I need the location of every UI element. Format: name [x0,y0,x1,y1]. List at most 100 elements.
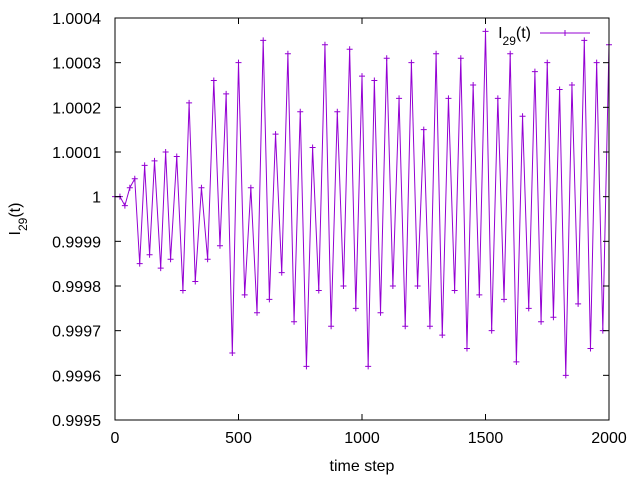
series-point [340,283,347,289]
series-point [525,305,532,312]
x-axis-label: time step [330,458,395,475]
series-point [470,82,477,88]
series-point [157,265,164,272]
series-point [291,318,298,325]
series-point [131,175,138,182]
series-point [278,269,285,276]
y-axis-label: I29(t) [7,203,30,236]
y-tick-label: 1.0002 [52,100,101,117]
series-point [568,82,575,88]
series-point [426,323,433,330]
series-point [383,55,390,62]
series-point [309,144,316,151]
series-point [507,50,514,57]
series-point [328,323,335,330]
y-tick-label: 1 [92,190,101,207]
y-tick-label: 0.9996 [52,368,101,385]
series-point [334,108,341,115]
series-point [476,291,483,298]
series-point [562,372,569,379]
series-point [556,86,563,93]
y-axis-label-base: I [7,231,24,235]
series-point [247,184,254,191]
series-point [513,358,520,365]
y-axis-ticks: 0.9995 0.9996 0.9997 0.9998 0.9999 1 1.0001 1.0… [52,11,609,430]
x-tick-label: 0 [111,430,120,447]
series-point [198,184,205,191]
x-axis-ticks: 0 500 1000 1500 2000 [111,18,627,447]
series-layer [112,28,612,379]
y-axis-label-sub: 29 [16,217,30,231]
series-point [538,318,545,325]
series-point [284,50,291,57]
series-point [126,184,133,191]
series-point [402,323,409,330]
series-point [519,113,526,120]
series-point [241,291,248,298]
series-point [223,90,230,97]
x-tick-label: 500 [225,430,252,447]
series-point [463,345,470,352]
series-point [151,157,158,164]
series-point [414,283,421,289]
series-point [389,283,396,289]
series-point [266,296,273,303]
series-point [593,59,600,66]
series-point [587,345,594,352]
x-tick-label: 1000 [344,430,380,447]
series-point [260,37,267,44]
legend-line-sample [540,30,590,36]
legend-label-sub: 29 [503,34,517,48]
series-point [192,278,199,285]
series-point [204,256,211,263]
x-tick-label: 2000 [591,430,627,447]
legend-label-base: I [498,25,502,42]
series-point [451,287,458,294]
legend: I29(t) [498,25,590,48]
series-point [321,41,328,48]
y-tick-label: 1.0004 [52,11,101,28]
series-point [482,28,489,35]
series-point [439,332,446,339]
series-point [575,300,582,307]
series-point [420,126,427,133]
series-point [396,95,403,102]
series-point [303,363,310,370]
series-point [167,256,174,263]
series-point [216,242,223,249]
series-point [136,260,143,267]
series-point [141,162,148,169]
series-point [371,77,378,84]
y-tick-label: 1.0001 [52,145,101,162]
series-point [346,46,353,53]
series-point [235,59,242,66]
series-point [229,350,236,356]
y-tick-label: 0.9998 [52,279,101,296]
series-point [365,363,372,370]
series-point [162,149,169,155]
svg-text:I29(t): I29(t) [498,25,531,48]
series-point [531,68,538,75]
series-point [359,73,365,80]
series-point [445,95,452,102]
y-axis-label-suffix: (t) [7,203,24,218]
series-point [173,153,180,160]
series-point [146,251,153,258]
series-point [581,37,588,44]
series-point [210,77,217,84]
series-point [408,59,415,66]
series-point [544,59,551,66]
y-tick-label: 0.9997 [52,324,101,341]
svg-text:I29(t): I29(t) [7,203,30,236]
series-point [457,55,464,62]
series-point [501,296,508,303]
series-point [488,327,495,334]
series-point [550,314,557,321]
series-point [254,309,261,316]
legend-marker [562,30,568,36]
series-point [121,202,128,209]
series-point [315,287,322,294]
legend-label-suffix: (t) [516,25,531,42]
series-point [377,309,384,316]
